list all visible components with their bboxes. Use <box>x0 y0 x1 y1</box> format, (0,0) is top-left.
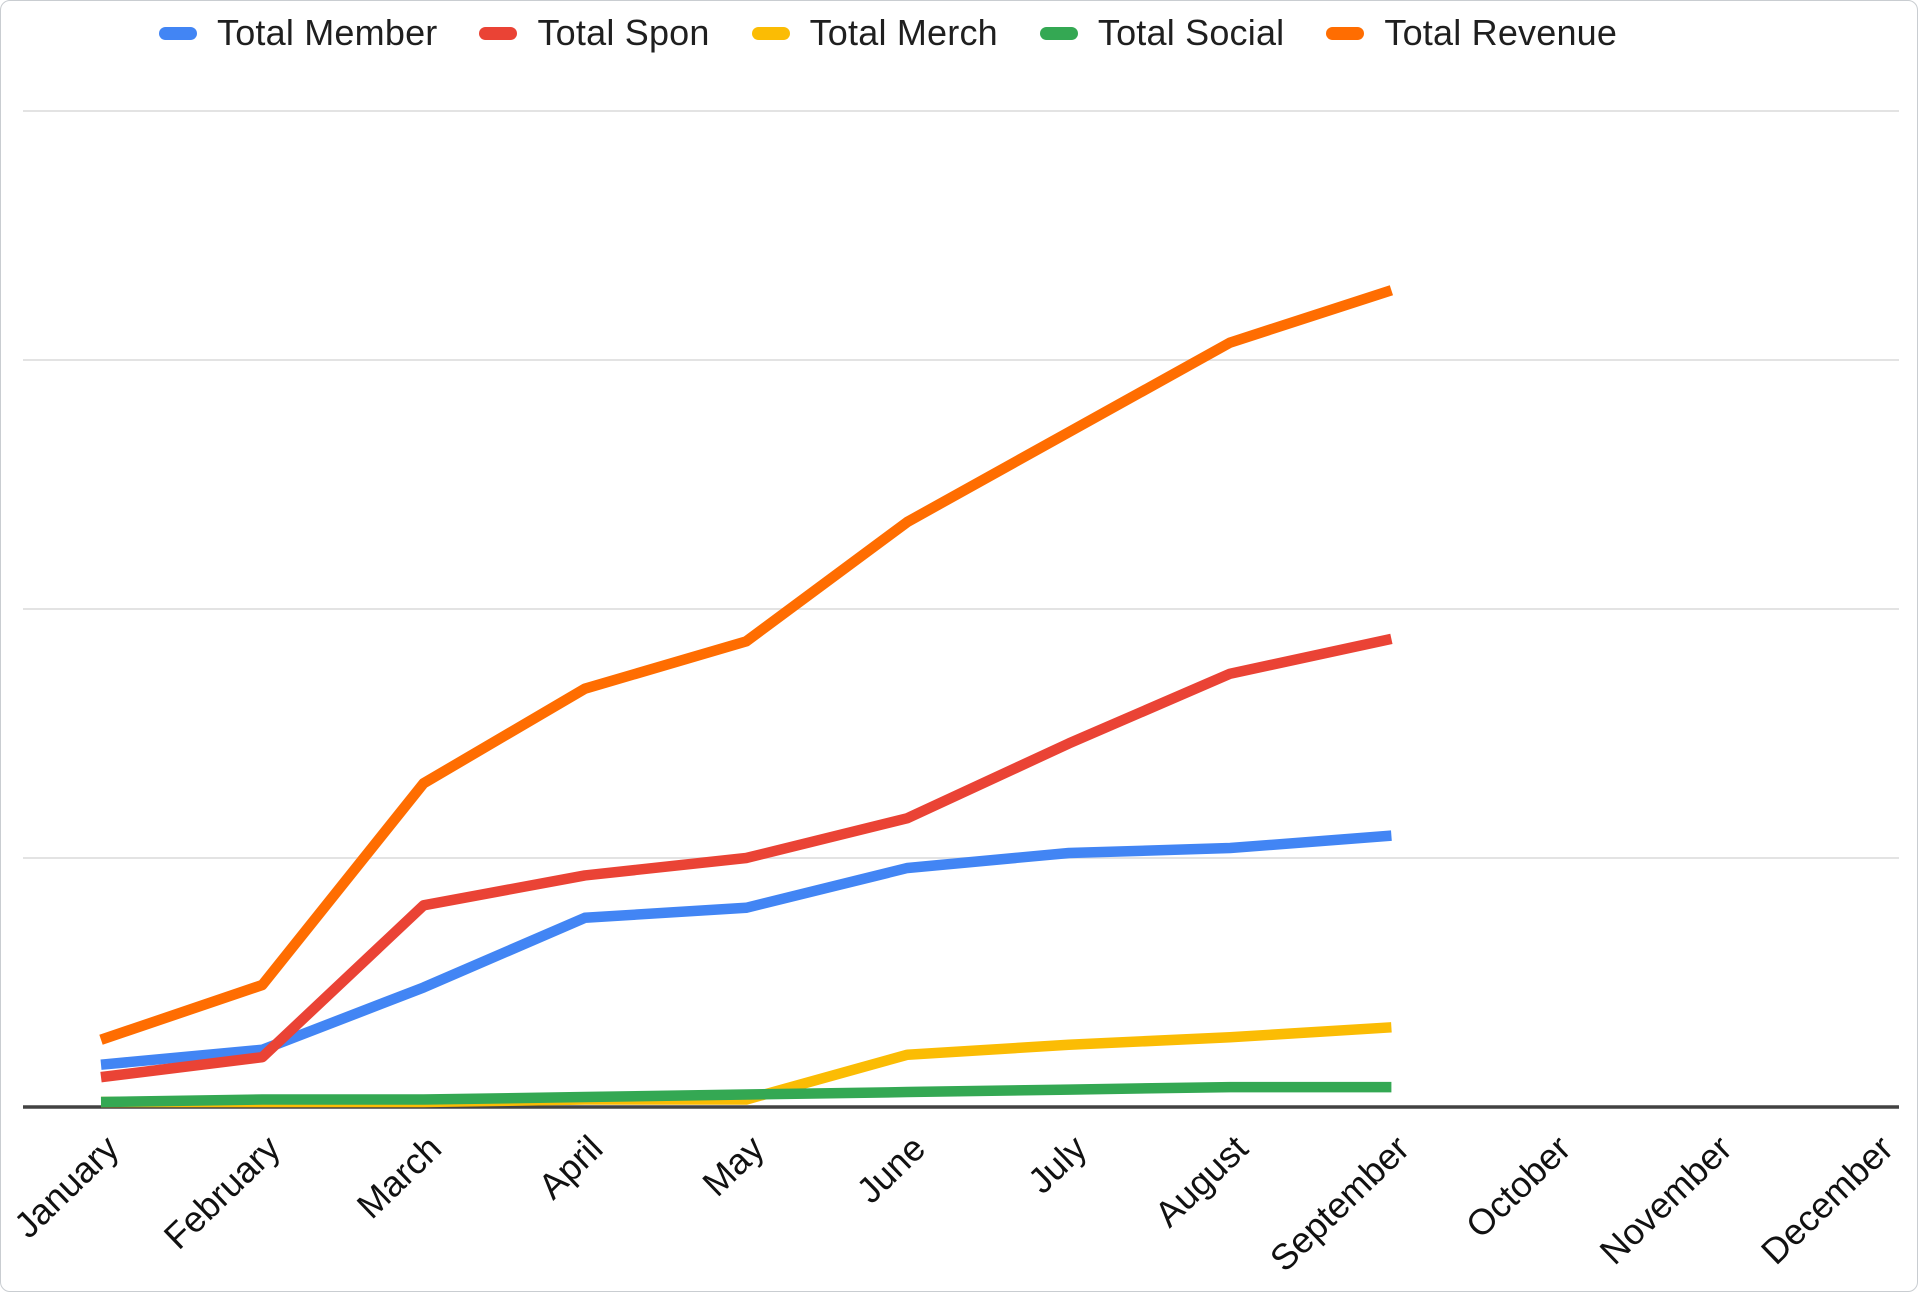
legend-swatch-total-revenue <box>1326 26 1365 40</box>
legend-label: Total Merch <box>809 12 998 53</box>
legend-item-total-spon[interactable]: Total Spon <box>479 12 709 54</box>
x-axis-label-september: September <box>1262 1127 1417 1279</box>
x-axis-label-june: June <box>848 1127 933 1211</box>
legend-swatch-total-spon <box>479 26 518 40</box>
series-line-total-revenue[interactable] <box>99 285 1394 1045</box>
legend-label: Total Revenue <box>1384 12 1618 53</box>
series-line-total-member[interactable] <box>100 830 1392 1070</box>
legend-label: Total Member <box>217 12 438 53</box>
legend-item-total-social[interactable]: Total Social <box>1039 12 1285 54</box>
x-axis-label-march: March <box>349 1127 449 1226</box>
x-axis-label-december: December <box>1753 1127 1901 1272</box>
legend-label: Total Social <box>1097 12 1285 53</box>
x-axis-label-january: January <box>6 1127 127 1245</box>
legend-item-total-member[interactable]: Total Member <box>159 12 437 54</box>
x-axis-label-february: February <box>156 1127 288 1257</box>
series-line-total-spon[interactable] <box>100 633 1393 1083</box>
legend-swatch-total-member <box>159 26 197 40</box>
x-axis-label-april: April <box>530 1127 610 1207</box>
x-axis-label-may: May <box>694 1127 771 1204</box>
legend-swatch-total-social <box>1039 26 1078 40</box>
legend-item-total-merch[interactable]: Total Merch <box>751 12 998 54</box>
chart-legend: Total Member Total Spon Total Merch Total S… <box>159 9 1617 57</box>
x-axis-label-november: November <box>1592 1127 1740 1272</box>
x-axis-label-october: October <box>1458 1127 1579 1245</box>
x-axis-label-august: August <box>1147 1127 1256 1234</box>
x-axis-label-july: July <box>1020 1127 1095 1201</box>
series-line-total-social[interactable] <box>100 1081 1392 1108</box>
legend-label: Total Spon <box>537 12 710 53</box>
legend-item-total-revenue[interactable]: Total Revenue <box>1326 12 1617 54</box>
legend-swatch-total-merch <box>751 26 790 40</box>
